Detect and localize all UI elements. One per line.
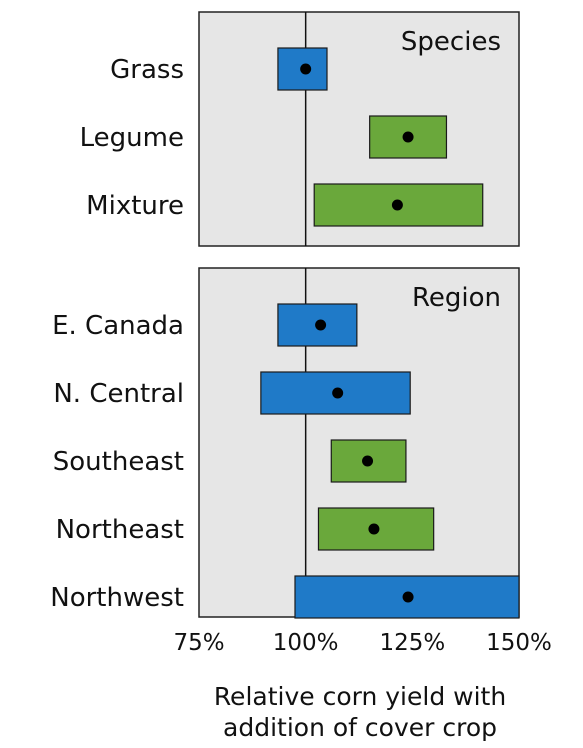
point-estimate-e-canada xyxy=(315,319,327,331)
category-label-n-central: N. Central xyxy=(53,379,184,409)
category-label-mixture: Mixture xyxy=(86,191,184,221)
category-label-legume: Legume xyxy=(80,123,184,153)
x-tick-label: 150% xyxy=(486,630,552,656)
x-axis-ticks: 75% 100% 125% 150% xyxy=(173,630,551,656)
point-estimate-northwest xyxy=(402,591,414,603)
x-axis-label-line-1: Relative corn yield with xyxy=(213,682,507,711)
category-label-grass: Grass xyxy=(110,55,184,85)
panel-species: Species Grass Legume Mixture xyxy=(80,11,520,247)
panel-title: Species xyxy=(401,27,501,57)
panel-region: Region E. Canada N. Central Southeast Northe… xyxy=(50,267,520,619)
point-estimate-southeast xyxy=(362,455,374,467)
point-estimate-northeast xyxy=(368,523,380,535)
category-label-northeast: Northeast xyxy=(56,515,184,545)
point-estimate-grass xyxy=(300,63,312,75)
point-estimate-n-central xyxy=(332,387,344,399)
point-estimate-mixture xyxy=(391,199,403,211)
x-tick-label: 125% xyxy=(379,630,445,656)
category-label-northwest: Northwest xyxy=(50,583,184,613)
panel-title: Region xyxy=(412,283,501,313)
x-tick-label: 100% xyxy=(273,630,339,656)
point-estimate-legume xyxy=(402,131,414,143)
x-tick-label: 75% xyxy=(173,630,224,656)
category-label-southeast: Southeast xyxy=(53,447,184,477)
category-label-e-canada: E. Canada xyxy=(52,311,184,341)
range-bar-northwest xyxy=(294,575,520,619)
x-axis-label-line-2: addition of cover crop xyxy=(223,713,497,742)
panels-layer: Species Grass Legume Mixture Region E. Canada… xyxy=(50,11,520,619)
